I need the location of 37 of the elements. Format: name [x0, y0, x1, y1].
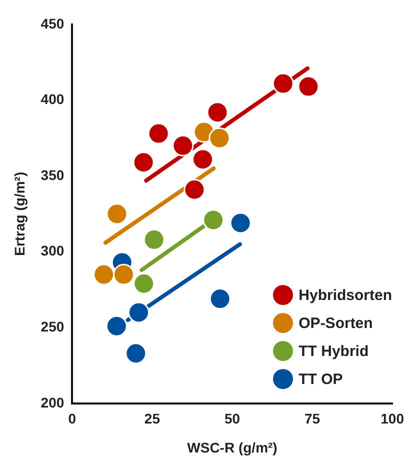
x-tick-label: 50	[224, 410, 240, 427]
point	[93, 264, 115, 286]
point	[106, 203, 128, 225]
y-tick-label: 250	[40, 318, 64, 334]
point	[206, 102, 228, 124]
point	[133, 272, 155, 294]
legend-label: TT Hybrid	[298, 342, 369, 360]
legend-label: Hybridsorten	[298, 286, 392, 304]
point	[148, 122, 170, 144]
point	[202, 209, 224, 231]
legend-label: OP-Sorten	[298, 314, 373, 332]
point	[272, 72, 294, 94]
point	[184, 178, 206, 200]
point	[112, 264, 134, 286]
y-tick-label: 350	[40, 166, 64, 183]
point	[143, 228, 165, 250]
point	[106, 315, 128, 337]
y-tick-label: 400	[40, 91, 64, 108]
point	[209, 288, 231, 310]
point	[298, 76, 320, 98]
point	[128, 302, 150, 324]
point	[230, 212, 252, 234]
legend-label: TT OP	[298, 370, 343, 388]
point	[132, 152, 154, 174]
x-tick-label: 75	[304, 410, 320, 427]
y-tick-label: 200	[40, 394, 64, 410]
x-axis-title: WSC-R (g/m²)	[187, 439, 278, 456]
y-tick-label: 450	[40, 15, 64, 32]
y-tick-label: 300	[40, 242, 64, 259]
point	[125, 342, 147, 364]
x-tick-label: 0	[68, 410, 76, 427]
y-axis-title: Ertrag (g/m²)	[11, 172, 28, 256]
point	[172, 134, 194, 156]
point	[208, 127, 230, 149]
point	[192, 148, 214, 170]
x-tick-label: 25	[144, 410, 160, 427]
x-tick-label: 100	[380, 410, 404, 427]
